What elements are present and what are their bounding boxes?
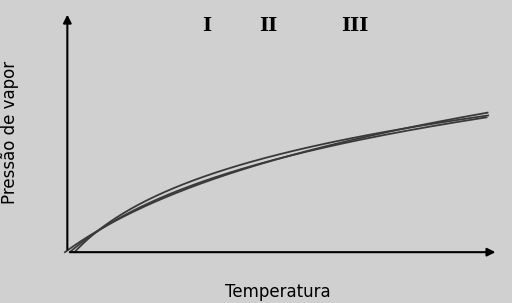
Text: II: II [259, 17, 278, 35]
Text: I: I [202, 17, 211, 35]
Text: III: III [341, 17, 368, 35]
Text: Pressão de vapor: Pressão de vapor [1, 60, 19, 204]
Text: Temperatura: Temperatura [225, 283, 331, 301]
